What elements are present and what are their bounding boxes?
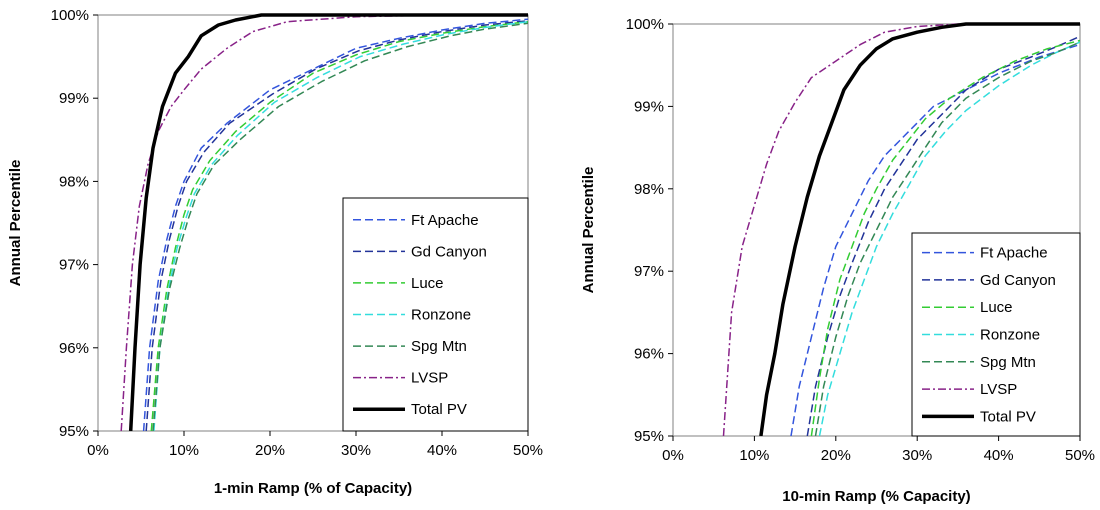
y-tick-label: 98% (59, 173, 89, 190)
legend-label: Total PV (980, 408, 1036, 425)
x-tick-label: 10% (169, 442, 199, 459)
legend-label: LVSP (980, 381, 1017, 398)
x-tick-label: 30% (341, 442, 371, 459)
series-line-luce (150, 20, 528, 431)
x-tick-label: 40% (984, 447, 1014, 464)
series-line-spg-mtn (814, 41, 1080, 436)
y-tick-label: 98% (634, 181, 664, 198)
legend: Ft Apache Gd Canyon Luce Ronzone Spg Mtn LVSP… (342, 197, 529, 432)
x-tick-label: 30% (902, 447, 932, 464)
x-tick-label: 0% (662, 447, 684, 464)
series-line-gd-canyon (145, 20, 528, 431)
x-tick-label: 0% (87, 442, 109, 459)
y-axis-title: Annual Percentile (580, 167, 597, 294)
y-tick-label: 97% (59, 257, 89, 274)
series-line-ronzone (818, 41, 1080, 436)
chart-panel-2: 0% 10% 20% 30% 40% 50% 95% 96% 97% 98% 99% 100% 10-m… (580, 16, 1095, 505)
x-tick-label: 10% (739, 447, 769, 464)
y-tick-label: 95% (59, 423, 89, 440)
x-axis-title: 10-min Ramp (% Capacity) (782, 488, 970, 505)
y-axis-title: Annual Percentile (7, 160, 24, 287)
series-line-lvsp (120, 14, 528, 431)
chart-panel-1: 0% 10% 20% 30% 40% 50% 95% 96% 97% 98% 99% 100% 1-mi… (7, 7, 543, 497)
legend-label: Spg Mtn (980, 354, 1036, 371)
series-line-total-pv (759, 22, 1080, 436)
legend: Ft Apache Gd Canyon Luce Ronzone Spg Mtn LVSP… (911, 232, 1081, 437)
x-tick-label: 20% (255, 442, 285, 459)
series-line-ft-apache (142, 18, 528, 431)
legend-label: Luce (411, 275, 444, 292)
legend-label: Luce (980, 299, 1013, 316)
legend-label: LVSP (411, 370, 448, 387)
y-tick-label: 99% (634, 98, 664, 115)
y-tick-label: 95% (634, 428, 664, 445)
legend-label: Ft Apache (411, 212, 479, 229)
series-line-lvsp (722, 23, 1080, 436)
y-tick-label: 96% (634, 346, 664, 363)
x-axis-title: 1-min Ramp (% of Capacity) (214, 480, 412, 497)
legend-label: Gd Canyon (411, 243, 487, 260)
legend-label: Ft Apache (980, 245, 1048, 262)
series-line-ronzone (153, 20, 528, 431)
x-tick-label: 50% (1065, 447, 1095, 464)
series-line-ft-apache (790, 43, 1080, 436)
series-line-spg-mtn (152, 22, 528, 431)
legend-label: Spg Mtn (411, 338, 467, 355)
legend-label: Gd Canyon (980, 272, 1056, 289)
x-tick-label: 50% (513, 442, 543, 459)
legend-label: Ronzone (980, 327, 1040, 344)
y-tick-label: 97% (634, 263, 664, 280)
y-tick-label: 100% (626, 16, 664, 33)
x-tick-label: 20% (821, 447, 851, 464)
y-tick-label: 100% (51, 7, 89, 24)
x-tick-label: 40% (427, 442, 457, 459)
y-tick-label: 96% (59, 340, 89, 357)
legend-label: Total PV (411, 401, 467, 418)
legend-label: Ronzone (411, 307, 471, 324)
series-line-total-pv (128, 13, 528, 431)
series-line-luce (810, 39, 1080, 436)
series-line-gd-canyon (806, 35, 1080, 436)
legend-box (342, 197, 529, 432)
y-tick-label: 99% (59, 90, 89, 107)
